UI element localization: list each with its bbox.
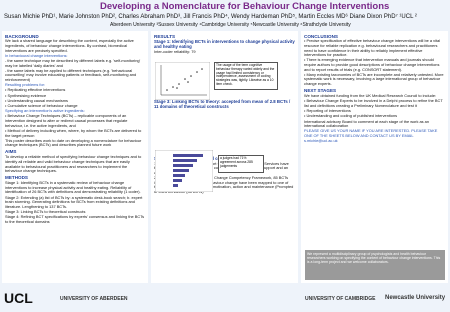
paragraph: • Many existing taxonomies of BCTs are i… <box>304 71 444 87</box>
logo: UNIVERSITY OF ABERDEEN <box>60 296 128 302</box>
paragraph: We lack a shared language for describing… <box>5 38 134 53</box>
affiliations: Aberdeen University ³Sussex University ⁴… <box>110 22 351 28</box>
right-column: CONCLUSIONS • Precise specification of ef… <box>301 31 448 283</box>
paragraph: Stage 2: Extending (a) list of BCTs by: … <box>5 194 143 209</box>
paragraph: - the same labels may be applied to diff… <box>5 67 137 83</box>
paragraph: Specifying an intervention's active ingr… <box>5 108 85 114</box>
paragraph: To develop a reliable method of specifyi… <box>5 154 142 174</box>
paragraph: • Replicating effective interventions <box>5 87 66 93</box>
stage1-note: The usage of the term cognitive behaviou… <box>214 62 278 90</box>
section-heading: RESULTS <box>154 33 176 39</box>
paragraph: • Synthesising evidence <box>5 92 47 98</box>
section-heading: METHODS <box>5 175 28 181</box>
section-heading: CONCLUSIONS <box>304 33 338 39</box>
paragraph: s.michie@ucl.ac.uk <box>304 138 338 144</box>
paragraph: • There is emerging evidence that interv… <box>304 57 440 72</box>
section-heading: AIMS <box>5 149 17 155</box>
paragraph: • Cumulative science of behaviour change <box>5 103 78 109</box>
paragraph: Stage 4: Refining BCT specifications by … <box>5 214 145 224</box>
section-heading: NEXT STAGES <box>304 88 337 94</box>
paragraph: • Precise specification of effective beh… <box>304 38 441 58</box>
paragraph: Stage 1: Identifying BCTs in a systemati… <box>5 180 141 195</box>
paragraph: In behavioural change interventions: <box>5 52 68 58</box>
paragraph: - the same technique may be described by… <box>5 58 141 68</box>
info-box: We represent a multidisciplinary group o… <box>305 250 445 280</box>
paragraph: We have obtained funding from the UK Med… <box>304 93 437 99</box>
paragraph: • Understanding causal mechanisms <box>5 97 68 103</box>
paragraph: • Method of delivery including when, whe… <box>5 127 142 138</box>
paragraph: Stage 1: Identifying BCTs in interventio… <box>154 39 295 50</box>
paragraph: Resulting problems for: <box>5 82 46 88</box>
paragraph: Stage 3: Linking BCTs to theoretical con… <box>5 209 86 215</box>
paragraph: • Understanding and coding of published … <box>304 113 398 119</box>
paragraph: Inter-coder reliability: 79 <box>154 49 196 55</box>
paragraph: Stage 3: Linking BCTs to theory: accepte… <box>154 99 291 110</box>
paragraph: This poster describes work to date on de… <box>5 137 142 148</box>
section-heading: BACKGROUND <box>5 33 39 39</box>
left-column: BACKGROUND We lack a shared language for … <box>2 31 148 283</box>
logo: UNIVERSITY OF CAMBRIDGE <box>305 296 376 302</box>
bar-figure <box>155 150 213 192</box>
logo: Newcastle University <box>385 295 446 301</box>
paragraph: • Reporting of interventions <box>304 108 351 114</box>
paragraph: PLEASE GIVE US YOUR NAME IF YOU ARE INTE… <box>304 128 438 138</box>
stage3-note: a judges had 71% agreement across 285 ju… <box>218 155 264 173</box>
paragraph: International advisory Board to comment … <box>304 118 430 129</box>
authors: Susan Michie PhD¹, Marie Johnston PhD², … <box>4 14 417 20</box>
logo: UCL <box>4 290 33 306</box>
paragraph: • Behaviour Change Experts to be involve… <box>304 98 443 108</box>
scatter-figure <box>155 62 210 100</box>
paragraph: • Behaviour Change Techniques (BCTs) – r… <box>5 113 128 128</box>
title: Developing a Nomenclature for Behaviour … <box>100 1 390 12</box>
